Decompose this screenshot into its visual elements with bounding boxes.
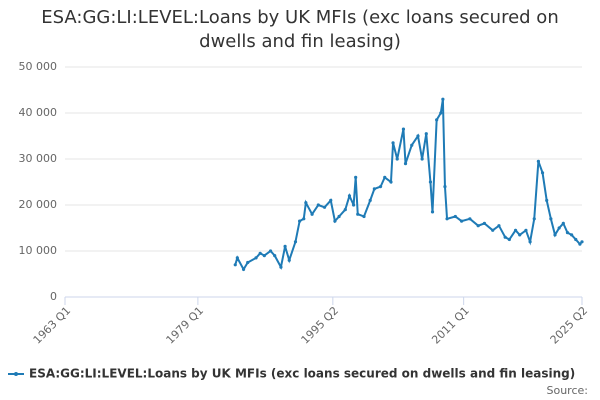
- data-point: [557, 226, 561, 230]
- data-point: [549, 217, 553, 221]
- data-point: [235, 256, 239, 260]
- data-point: [241, 267, 246, 271]
- y-tick-label: 30 000: [19, 152, 58, 165]
- data-point: [497, 224, 501, 228]
- data-point: [337, 214, 341, 219]
- legend-label: ESA:GG:LI:LEVEL:Loans by UK MFIs (exc lo…: [29, 367, 575, 381]
- data-point: [513, 228, 518, 232]
- data-point: [441, 97, 445, 101]
- data-point: [424, 132, 428, 136]
- data-point: [279, 265, 283, 269]
- y-tick-label: 20 000: [19, 198, 58, 211]
- x-tick-label: 1995 Q2: [299, 304, 342, 347]
- data-point: [565, 231, 570, 235]
- data-point: [459, 219, 464, 223]
- data-point: [304, 201, 308, 205]
- data-point: [445, 217, 449, 221]
- data-point: [329, 198, 333, 202]
- y-tick-label: 50 000: [19, 60, 58, 73]
- data-point: [362, 214, 366, 219]
- legend-marker: [14, 372, 18, 376]
- data-point: [283, 244, 287, 248]
- chart-title: ESA:GG:LI:LEVEL:Loans by UK MFIs (exc lo…: [41, 7, 559, 52]
- data-point: [287, 258, 291, 262]
- x-tick-label: 2011 Q1: [429, 304, 472, 347]
- y-tick-label: 10 000: [19, 244, 58, 257]
- x-tick-label: 1979 Q1: [164, 304, 207, 347]
- data-point: [507, 237, 511, 242]
- data-point: [532, 217, 536, 221]
- data-point: [354, 175, 358, 179]
- data-point: [420, 157, 424, 161]
- data-point: [482, 221, 487, 225]
- data-point: [443, 185, 447, 189]
- data-point: [254, 256, 258, 260]
- data-point: [268, 249, 273, 253]
- data-point: [298, 219, 302, 223]
- data-point: [302, 217, 306, 221]
- y-tick-label: 0: [50, 290, 57, 303]
- data-point: [476, 224, 480, 228]
- data-point: [293, 240, 298, 244]
- data-point: [561, 221, 565, 225]
- data-point: [410, 143, 414, 147]
- data-point: [352, 203, 356, 207]
- data-point: [491, 228, 495, 232]
- data-point: [322, 205, 327, 209]
- data-point: [383, 175, 387, 179]
- data-point: [503, 235, 507, 239]
- data-point: [536, 159, 540, 163]
- data-point: [368, 198, 372, 202]
- x-tick-label: 1963 Q1: [31, 304, 74, 347]
- source: Source:: [547, 384, 589, 397]
- data-point: [310, 212, 314, 216]
- data-point: [233, 263, 237, 267]
- x-tick-label: 2025 Q2: [548, 304, 591, 347]
- data-point: [395, 157, 399, 161]
- data-point: [430, 210, 435, 214]
- data-point: [372, 187, 376, 191]
- data-point: [343, 208, 347, 212]
- data-point: [258, 251, 262, 255]
- data-point: [416, 134, 420, 138]
- data-point: [273, 254, 277, 258]
- data-point: [540, 171, 545, 175]
- data-point: [246, 260, 250, 265]
- data-point: [316, 203, 320, 207]
- data-point: [391, 141, 395, 145]
- data-point: [524, 228, 528, 232]
- data-point: [389, 180, 393, 184]
- data-point: [468, 217, 472, 221]
- data-point: [518, 233, 522, 237]
- data-point: [347, 194, 352, 198]
- data-point: [435, 118, 439, 122]
- data-point: [453, 214, 457, 219]
- data-point: [574, 237, 578, 242]
- y-tick-label: 40 000: [19, 106, 58, 119]
- data-point: [545, 198, 549, 202]
- data-point: [262, 254, 266, 258]
- data-point: [578, 242, 582, 246]
- data-point: [333, 219, 337, 223]
- data-line: [234, 99, 583, 272]
- data-point: [553, 233, 557, 237]
- data-point: [378, 185, 383, 189]
- data-point: [401, 127, 406, 131]
- data-point: [528, 240, 532, 244]
- data-point: [428, 180, 433, 184]
- data-point: [570, 233, 574, 237]
- data-point: [356, 212, 360, 216]
- data-point: [403, 162, 408, 166]
- data-point: [439, 111, 443, 115]
- data-point: [580, 240, 584, 244]
